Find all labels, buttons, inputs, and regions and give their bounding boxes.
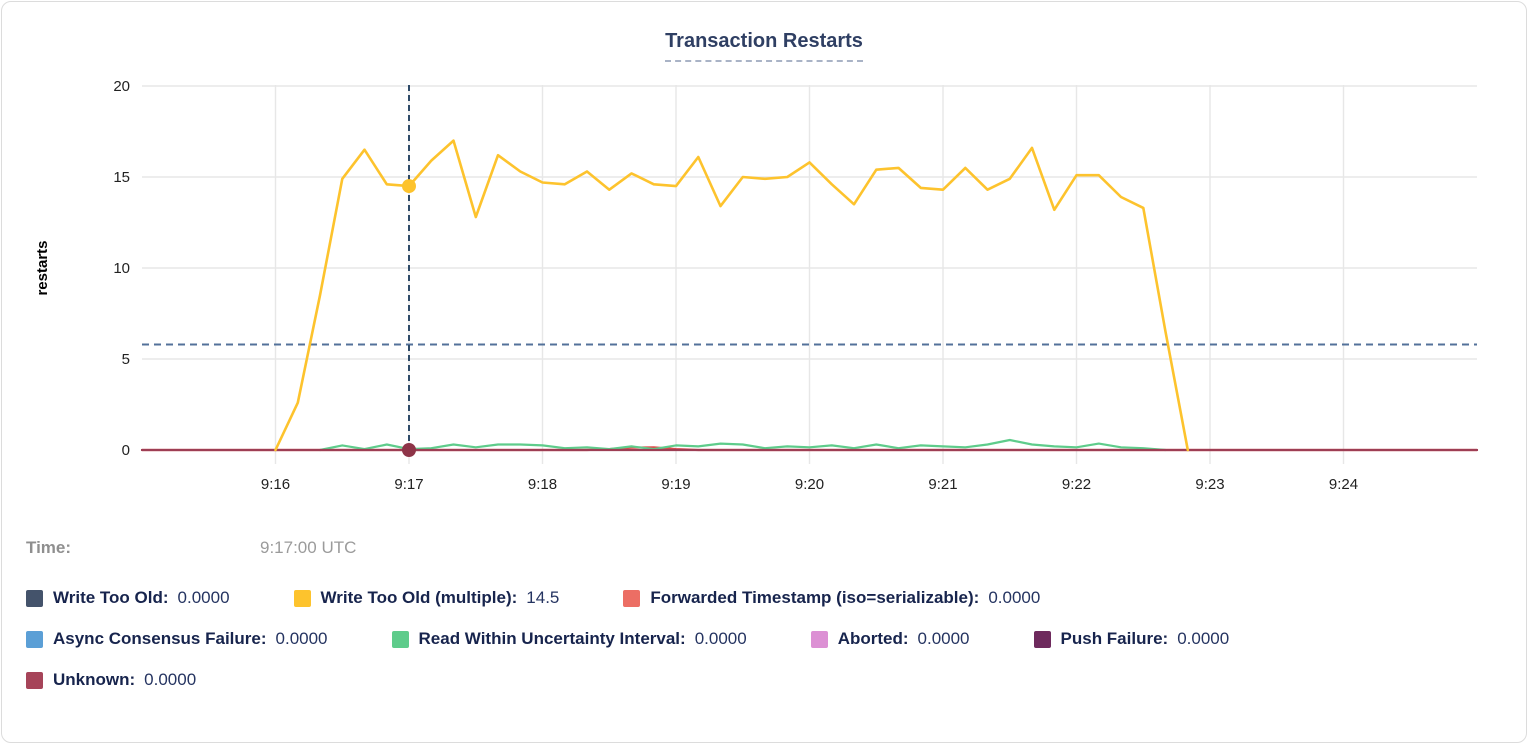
legend-item-label: Aborted: bbox=[837, 629, 909, 648]
legend-color-swatch bbox=[26, 630, 43, 648]
legend-item-label: Read Within Uncertainty Interval: bbox=[418, 629, 686, 648]
legend-item-value: 0.0000 bbox=[694, 629, 747, 648]
y-tick-label: 20 bbox=[113, 78, 130, 95]
chart-title: Transaction Restarts bbox=[2, 30, 1526, 62]
legend-color-swatch bbox=[391, 630, 409, 648]
chart-title-text: Transaction Restarts bbox=[665, 30, 863, 62]
legend-item-value: 0.0000 bbox=[177, 588, 230, 607]
legend-item-read-within-uncertainty-interval: Read Within Uncertainty Interval: 0.0000 bbox=[391, 629, 747, 649]
legend-color-swatch bbox=[623, 589, 641, 607]
legend-item-label: Forwarded Timestamp (iso=serializable): bbox=[650, 588, 980, 607]
legend-item-write-too-old: Write Too Old: 0.0000 bbox=[26, 588, 230, 608]
legend-color-swatch bbox=[293, 589, 311, 607]
legend-item-label: Unknown: bbox=[53, 670, 136, 689]
legend-item-forwarded-timestamp-iso-serializable: Forwarded Timestamp (iso=serializable): 0… bbox=[623, 588, 1040, 608]
legend-item-async-consensus-failure: Async Consensus Failure: 0.0000 bbox=[26, 629, 328, 649]
legend-color-swatch bbox=[1033, 630, 1051, 648]
x-tick-label: 9:18 bbox=[528, 476, 557, 493]
legend-item-label: Async Consensus Failure: bbox=[53, 629, 267, 648]
x-tick-label: 9:16 bbox=[261, 476, 290, 493]
transaction-restarts-chart[interactable]: 0 5 10 15 20 9:16 9:17 9:18 9:19 9:20 9:21 9:22 9:23… bbox=[2, 2, 1527, 522]
crosshair-dot-baseline bbox=[402, 443, 416, 457]
x-tick-label: 9:20 bbox=[795, 476, 824, 493]
legend-item-write-too-old-multiple: Write Too Old (multiple): 14.5 bbox=[293, 588, 560, 608]
legend-row: Unknown: 0.0000 bbox=[26, 670, 1516, 690]
time-value: 9:17:00 UTC bbox=[260, 538, 357, 557]
y-tick-label: 0 bbox=[122, 442, 130, 459]
legend-row: Async Consensus Failure: 0.0000 Read Withi… bbox=[26, 629, 1516, 649]
legend-item-unknown: Unknown: 0.0000 bbox=[26, 670, 196, 690]
legend-item-value: 0.0000 bbox=[275, 629, 328, 648]
y-tick-label: 5 bbox=[122, 351, 130, 368]
y-axis-label: restarts bbox=[34, 240, 51, 295]
legend-color-swatch bbox=[26, 589, 43, 607]
hover-time-row: Time: 9:17:00 UTC bbox=[26, 538, 356, 558]
x-tick-label: 9:24 bbox=[1329, 476, 1358, 493]
legend-item-value: 0.0000 bbox=[917, 629, 970, 648]
legend-item-value: 14.5 bbox=[526, 588, 560, 607]
legend-item-push-failure: Push Failure: 0.0000 bbox=[1033, 629, 1230, 649]
series-line-read-within-uncertainty-interval bbox=[318, 438, 1167, 452]
legend-item-aborted: Aborted: 0.0000 bbox=[810, 629, 970, 649]
x-tick-label: 9:23 bbox=[1195, 476, 1224, 493]
legend-item-label: Write Too Old: bbox=[53, 588, 169, 607]
series-line-write-too-old-multiple- bbox=[274, 139, 1190, 452]
chart-legend: Write Too Old: 0.0000 Write Too Old (multi… bbox=[26, 588, 1516, 711]
crosshair-dot-highlight bbox=[402, 179, 416, 194]
legend-row: Write Too Old: 0.0000 Write Too Old (multi… bbox=[26, 588, 1516, 608]
x-tick-label: 9:17 bbox=[394, 476, 423, 493]
x-tick-label: 9:22 bbox=[1062, 476, 1091, 493]
legend-item-label: Write Too Old (multiple): bbox=[320, 588, 518, 607]
y-tick-label: 10 bbox=[113, 260, 130, 277]
legend-item-value: 0.0000 bbox=[988, 588, 1041, 607]
x-tick-label: 9:21 bbox=[928, 476, 957, 493]
legend-color-swatch bbox=[26, 671, 43, 689]
legend-color-swatch bbox=[810, 630, 828, 648]
legend-item-value: 0.0000 bbox=[144, 670, 197, 689]
y-tick-label: 15 bbox=[113, 169, 130, 186]
legend-item-label: Push Failure: bbox=[1060, 629, 1169, 648]
x-tick-label: 9:19 bbox=[661, 476, 690, 493]
legend-item-value: 0.0000 bbox=[1177, 629, 1230, 648]
time-label: Time: bbox=[26, 538, 72, 557]
